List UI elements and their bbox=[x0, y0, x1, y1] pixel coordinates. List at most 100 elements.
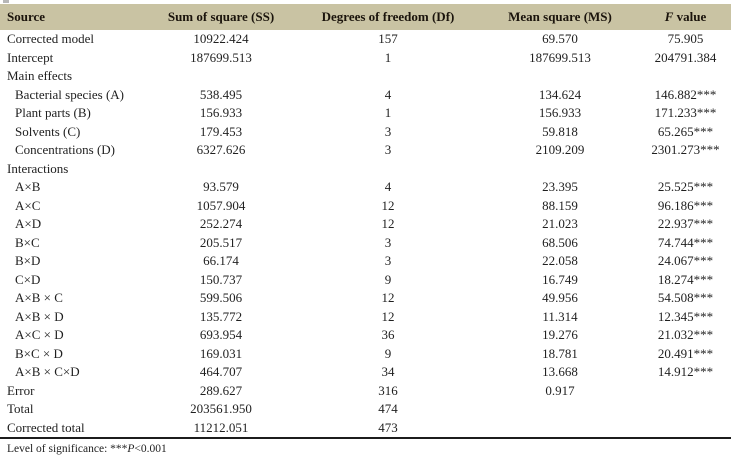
cell-degrees-of-freedom bbox=[296, 160, 480, 179]
row-label: A×B bbox=[15, 179, 41, 195]
cell-sum-of-square: 169.031 bbox=[199, 345, 243, 361]
cell-f-value: 54.508*** bbox=[657, 290, 714, 306]
row-label: B×C × D bbox=[15, 345, 63, 361]
cell-f-value: 12.345*** bbox=[657, 308, 714, 324]
cell-mean-square: 23.395 bbox=[542, 179, 578, 195]
row-label: A×C bbox=[15, 197, 41, 213]
cell-degrees-of-freedom bbox=[296, 67, 480, 86]
header-f-value: F value bbox=[640, 4, 731, 30]
row-label: A×D bbox=[15, 216, 42, 232]
cell-sum-of-square: 464.707 bbox=[199, 364, 243, 380]
cell-degrees-of-freedom: 3 bbox=[384, 234, 392, 250]
cell-sum-of-square: 289.627 bbox=[199, 382, 243, 398]
cell-sum-of-square: 538.495 bbox=[199, 86, 243, 102]
cell-sum-of-square: 93.579 bbox=[203, 179, 239, 195]
cell-degrees-of-freedom: 474 bbox=[378, 401, 398, 417]
cell-degrees-of-freedom: 157 bbox=[378, 31, 398, 47]
p-symbol: P bbox=[127, 443, 135, 455]
table-row: Main effects bbox=[0, 67, 731, 86]
cell-f-value: 18.274*** bbox=[657, 271, 714, 287]
row-label: Plant parts (B) bbox=[15, 105, 91, 121]
row-label: A×B × C bbox=[15, 290, 63, 306]
row-label: B×D bbox=[15, 253, 41, 269]
row-label: A×C × D bbox=[15, 327, 64, 343]
cell-sum-of-square bbox=[146, 67, 296, 86]
cell-degrees-of-freedom: 12 bbox=[381, 308, 395, 324]
cell-mean-square: 16.749 bbox=[542, 271, 578, 287]
cell-f-value: 171.233*** bbox=[654, 105, 717, 121]
cell-degrees-of-freedom: 4 bbox=[384, 86, 392, 102]
cell-f-value: 20.491*** bbox=[657, 345, 714, 361]
table-row: Intercept 187699.513 1 187699.513 204791.384 bbox=[0, 49, 731, 68]
row-label: Concentrations (D) bbox=[15, 142, 116, 158]
table-header-row: Source Sum of square (SS) Degrees of fre… bbox=[0, 4, 731, 30]
cell-f-value: 2301.273*** bbox=[651, 142, 720, 158]
cell-sum-of-square: 693.954 bbox=[199, 327, 243, 343]
cell-f-value bbox=[640, 160, 731, 179]
cell-f-value bbox=[640, 400, 731, 419]
row-label: B×C bbox=[15, 234, 40, 250]
cell-mean-square: 21.023 bbox=[542, 216, 578, 232]
row-label: Bacterial species (A) bbox=[15, 86, 125, 102]
cell-f-value: 75.905 bbox=[667, 31, 704, 47]
cell-mean-square: 49.956 bbox=[542, 290, 578, 306]
cell-mean-square: 18.781 bbox=[542, 345, 578, 361]
cell-mean-square bbox=[480, 160, 640, 179]
row-label: Interactions bbox=[7, 160, 69, 176]
cell-f-value: 204791.384 bbox=[654, 49, 717, 65]
row-label: A×B × C×D bbox=[15, 364, 80, 380]
table-row: Concentrations (D) 6327.626 3 2109.209 2301.… bbox=[0, 141, 731, 160]
cell-f-value: 65.265*** bbox=[657, 123, 714, 139]
cell-f-value bbox=[640, 382, 731, 401]
cell-mean-square: 134.624 bbox=[538, 86, 582, 102]
table-row: Corrected model 10922.424 157 69.570 75.905 bbox=[0, 30, 731, 49]
table-row: Corrected total 11212.051 473 bbox=[0, 418, 731, 439]
cell-mean-square: 69.570 bbox=[542, 31, 578, 47]
footnote-prefix: Level of significance: *** bbox=[7, 443, 128, 455]
cell-degrees-of-freedom: 4 bbox=[384, 179, 392, 195]
cell-degrees-of-freedom: 1 bbox=[384, 105, 392, 121]
cell-degrees-of-freedom: 473 bbox=[296, 418, 480, 439]
cell-mean-square: 156.933 bbox=[538, 105, 582, 121]
cell-degrees-of-freedom: 1 bbox=[384, 49, 392, 65]
table-header: Source Sum of square (SS) Degrees of fre… bbox=[0, 4, 731, 30]
cell-mean-square: 19.276 bbox=[542, 327, 578, 343]
cell-sum-of-square: 135.772 bbox=[199, 308, 243, 324]
table-row: A×B × D 135.772 12 11.314 12.345*** bbox=[0, 308, 731, 327]
cell-mean-square bbox=[480, 418, 640, 439]
header-degrees-of-freedom: Degrees of freedom (Df) bbox=[296, 4, 480, 30]
cell-sum-of-square: 10922.424 bbox=[193, 31, 249, 47]
cell-mean-square: 22.058 bbox=[542, 253, 578, 269]
cell-mean-square: 88.159 bbox=[542, 197, 578, 213]
cell-sum-of-square: 6327.626 bbox=[196, 142, 246, 158]
cell-degrees-of-freedom: 36 bbox=[381, 327, 395, 343]
table-row: B×C × D 169.031 9 18.781 20.491*** bbox=[0, 345, 731, 364]
cell-mean-square: 0.917 bbox=[545, 382, 575, 398]
table-row: B×C 205.517 3 68.506 74.744*** bbox=[0, 234, 731, 253]
cell-f-value: 21.032*** bbox=[657, 327, 714, 343]
anova-table: Source Sum of square (SS) Degrees of fre… bbox=[0, 4, 731, 439]
scan-artifact bbox=[3, 0, 9, 3]
cell-degrees-of-freedom: 12 bbox=[381, 290, 395, 306]
table-row: Solvents (C) 179.453 3 59.818 65.265*** bbox=[0, 123, 731, 142]
cell-sum-of-square: 252.274 bbox=[199, 216, 243, 232]
cell-mean-square bbox=[480, 400, 640, 419]
cell-sum-of-square: 11212.051 bbox=[146, 418, 296, 439]
cell-f-value: 25.525*** bbox=[657, 179, 714, 195]
table-row: A×B × C×D 464.707 34 13.668 14.912*** bbox=[0, 363, 731, 382]
row-label: Solvents (C) bbox=[15, 123, 81, 139]
table-row: A×C × D 693.954 36 19.276 21.032*** bbox=[0, 326, 731, 345]
cell-degrees-of-freedom: 9 bbox=[384, 271, 392, 287]
table-row: Plant parts (B) 156.933 1 156.933 171.233*** bbox=[0, 104, 731, 123]
cell-mean-square bbox=[480, 67, 640, 86]
f-symbol: F bbox=[664, 9, 674, 24]
table-body: Corrected model 10922.424 157 69.570 75.905 I… bbox=[0, 30, 731, 439]
significance-footnote: Level of significance: ***P<0.001 bbox=[7, 443, 731, 455]
table-row: Interactions bbox=[0, 160, 731, 179]
cell-f-value: 146.882*** bbox=[654, 86, 717, 102]
cell-sum-of-square: 187699.513 bbox=[190, 49, 252, 65]
cell-degrees-of-freedom: 12 bbox=[381, 197, 395, 213]
cell-f-value bbox=[640, 418, 731, 439]
table-row: A×C 1057.904 12 88.159 96.186*** bbox=[0, 197, 731, 216]
